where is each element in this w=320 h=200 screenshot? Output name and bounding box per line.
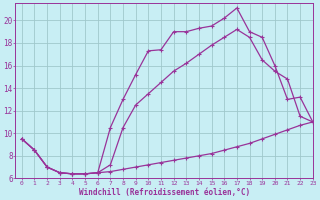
X-axis label: Windchill (Refroidissement éolien,°C): Windchill (Refroidissement éolien,°C) [79,188,250,197]
